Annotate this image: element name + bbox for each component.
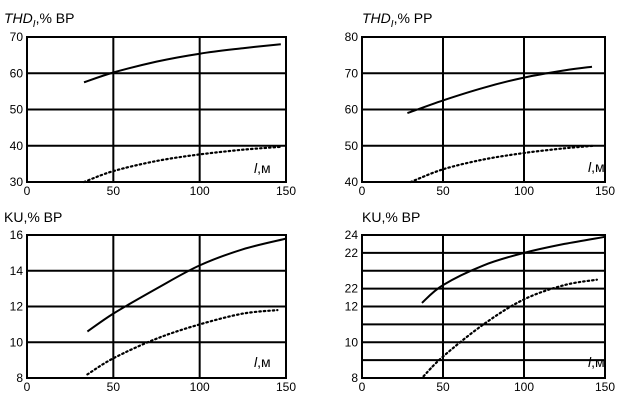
y-tick-labels: 8 10 12 22 22 24: [345, 228, 359, 385]
grid: [362, 37, 605, 182]
y-tick-label: 12: [10, 300, 24, 314]
x-tick-label: 0: [24, 184, 31, 198]
grid: [362, 235, 605, 378]
x-tick-label: 150: [276, 184, 296, 198]
plot-frame: [361, 234, 606, 379]
series-group: [421, 235, 606, 378]
x-tick-label: 0: [359, 184, 366, 198]
y-tick-label: 60: [345, 103, 359, 117]
x-tick-labels: 0 50 100 150: [359, 184, 616, 198]
series-line-dotted: [86, 309, 279, 376]
y-tick-label: 14: [10, 264, 24, 278]
series-line-dotted: [82, 145, 282, 184]
chart-title: THDI,% BP: [4, 10, 74, 30]
y-tick-label: 30: [10, 175, 24, 189]
y-tick-label: 12: [345, 300, 359, 314]
y-tick-label: 40: [345, 175, 359, 189]
y-tick-label: 16: [10, 228, 24, 242]
y-tick-label: 8: [351, 371, 358, 385]
chart-thd-bp: THDI,% BP 30 40 50 60 70 0 50 100 150 l,м: [4, 10, 296, 198]
x-tick-labels: 0 50 100 150: [359, 380, 616, 394]
chart-title: KU,% BP: [362, 209, 420, 225]
x-tick-label: 50: [436, 184, 450, 198]
chart-ku-bp-left: KU,% BP 8 10 12 14 16 0 50 100 150 l,м: [4, 209, 296, 394]
series-group: [82, 43, 282, 184]
x-axis-label: l,м: [588, 354, 605, 370]
x-tick-label: 150: [595, 184, 615, 198]
y-tick-label: 40: [10, 139, 24, 153]
x-tick-label: 100: [190, 380, 210, 394]
y-tick-labels: 30 40 50 60 70: [10, 30, 24, 189]
series-line-dotted: [409, 144, 595, 184]
plot-frame: [26, 36, 287, 183]
y-tick-label: 22: [345, 246, 359, 260]
y-tick-label: 50: [345, 139, 359, 153]
y-tick-label: 10: [345, 335, 359, 349]
x-tick-labels: 0 50 100 150: [24, 380, 297, 394]
series-line-solid: [86, 237, 287, 333]
y-tick-label: 10: [10, 335, 24, 349]
series-group: [407, 65, 595, 184]
series-group: [86, 237, 287, 376]
x-tick-label: 0: [24, 380, 31, 394]
x-tick-label: 100: [514, 380, 534, 394]
series-line-solid: [83, 43, 281, 84]
chart-thd-pp: THDI,% PP 40 50 60 70 80 0 50 100 150 l,м: [345, 10, 616, 198]
y-tick-label: 80: [345, 30, 359, 44]
y-tick-label: 70: [345, 66, 359, 80]
x-tick-label: 0: [359, 380, 366, 394]
y-tick-label: 50: [10, 103, 24, 117]
x-tick-label: 100: [514, 184, 534, 198]
x-tick-label: 150: [595, 380, 615, 394]
grid: [27, 235, 286, 378]
x-axis-label: l,м: [254, 354, 271, 370]
y-tick-label: 24: [345, 228, 359, 242]
series-line-solid: [407, 65, 593, 115]
x-tick-label: 50: [436, 380, 450, 394]
x-tick-label: 150: [276, 380, 296, 394]
y-tick-label: 60: [10, 66, 24, 80]
y-tick-label: 8: [16, 371, 23, 385]
y-tick-label: 22: [345, 282, 359, 296]
series-line-dotted: [422, 278, 598, 378]
x-tick-label: 50: [107, 380, 121, 394]
x-tick-label: 50: [107, 184, 121, 198]
chart-ku-bp-right: KU,% BP 8 10 12 22 22 24 0 50 100 150 l,м: [345, 209, 616, 394]
grid: [27, 37, 286, 182]
x-axis-label: l,м: [588, 159, 605, 175]
x-tick-label: 100: [190, 184, 210, 198]
y-tick-label: 70: [10, 30, 24, 44]
y-tick-labels: 8 10 12 14 16: [10, 228, 24, 385]
plot-frame: [361, 36, 606, 183]
x-tick-labels: 0 50 100 150: [24, 184, 297, 198]
plot-frame: [26, 234, 287, 379]
chart-title: THDI,% PP: [362, 10, 432, 30]
y-tick-labels: 40 50 60 70 80: [345, 30, 359, 189]
x-axis-label: l,м: [254, 160, 271, 176]
chart-title: KU,% BP: [4, 209, 62, 225]
series-line-solid: [421, 235, 606, 304]
